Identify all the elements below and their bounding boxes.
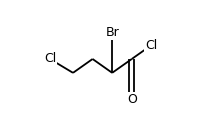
- Text: Cl: Cl: [145, 39, 157, 52]
- Text: O: O: [127, 93, 137, 106]
- Text: Br: Br: [105, 26, 119, 39]
- Text: Cl: Cl: [44, 53, 56, 65]
